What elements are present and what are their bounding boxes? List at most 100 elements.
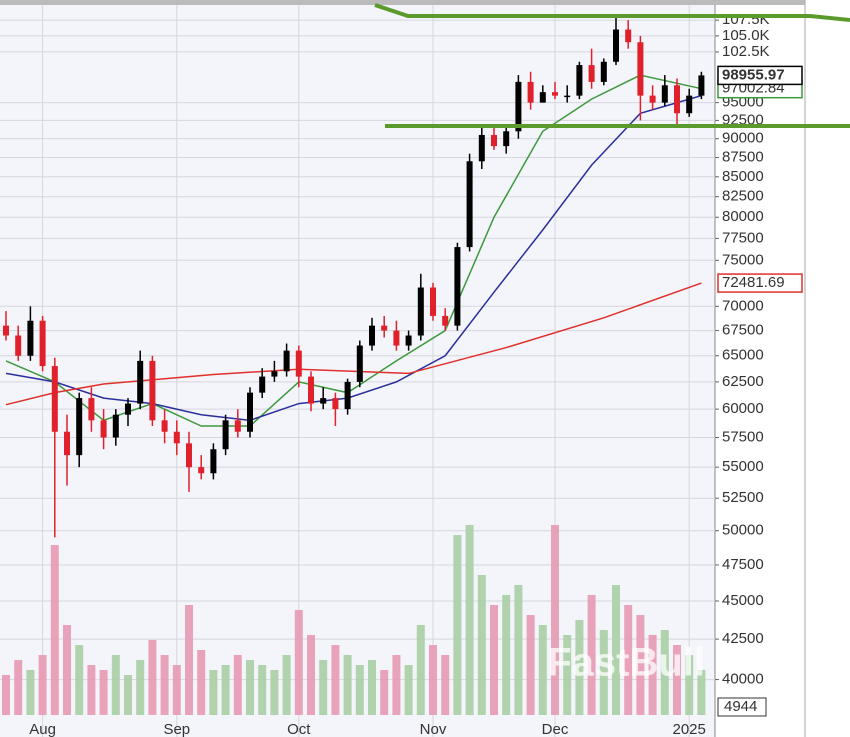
y-tick-label: 52500	[722, 489, 764, 506]
y-tick-label: 80000	[722, 208, 764, 225]
y-tick-label: 82500	[722, 188, 764, 205]
y-tick-label: 75000	[722, 251, 764, 268]
y-tick-label: 107.5K	[722, 11, 770, 28]
price-label: 98955.97	[722, 66, 785, 83]
candle-body	[234, 420, 241, 432]
volume-bar	[416, 625, 425, 715]
volume-bar	[575, 620, 584, 715]
candle-body	[332, 398, 339, 410]
volume-bar	[185, 605, 193, 715]
candle-body	[76, 398, 83, 456]
volume-bar	[319, 660, 328, 715]
x-tick-label: 2025	[673, 721, 706, 737]
y-tick-label: 55000	[722, 458, 764, 475]
candle-body	[3, 325, 9, 336]
candle-body	[698, 75, 705, 96]
volume-bar	[392, 655, 401, 715]
volume-bar	[355, 665, 364, 715]
y-tick-label: 62500	[722, 373, 764, 390]
volume-bar	[465, 525, 474, 715]
volume-bar	[477, 575, 486, 715]
candle-body	[466, 161, 473, 248]
volume-bar	[612, 585, 620, 715]
volume-bar	[87, 665, 96, 715]
x-tick-label: Aug	[29, 721, 56, 737]
candle-body	[27, 320, 34, 356]
volume-bar	[148, 640, 157, 715]
volume-bar	[331, 645, 340, 715]
candle-body	[515, 81, 522, 132]
candle-body	[649, 95, 656, 103]
volume-bar	[514, 585, 523, 715]
candle-body	[625, 29, 632, 43]
y-tick-label: 67500	[722, 322, 764, 339]
volume-bar	[111, 655, 120, 715]
candle-body	[186, 443, 192, 468]
watermark: FastBull	[547, 641, 705, 685]
price-label-box	[717, 65, 803, 86]
volume-bar	[538, 625, 547, 715]
top-border	[0, 0, 805, 5]
volume-bar	[673, 645, 681, 715]
candle-body	[588, 65, 595, 82]
volume-bar	[294, 610, 303, 715]
volume-bar	[441, 655, 450, 715]
candle-body	[405, 335, 412, 346]
y-tick-label: 70000	[722, 297, 764, 314]
volume-bar	[282, 655, 291, 715]
y-tick-label: 102.5K	[722, 43, 770, 60]
volume-bar	[636, 615, 645, 715]
candle-body	[320, 398, 327, 404]
y-tick-label: 85000	[722, 168, 764, 185]
y-tick-label: 105.0K	[722, 27, 770, 44]
volume-bar	[99, 670, 108, 715]
candle-body	[247, 392, 253, 432]
candle-body	[600, 61, 607, 82]
candles	[3, 17, 705, 538]
candle-body	[222, 420, 229, 450]
candle-body	[491, 134, 497, 147]
volume-bar	[2, 675, 10, 715]
y-tick-label: 57500	[722, 428, 764, 445]
volume-bar	[209, 670, 218, 715]
volume-bar	[233, 655, 242, 715]
y-tick-label: 60000	[722, 400, 764, 417]
candle-body	[661, 85, 668, 103]
volume-bar	[648, 635, 657, 715]
y-tick-label: 40000	[722, 671, 764, 688]
volume-bar	[587, 595, 596, 715]
candle-body	[112, 414, 119, 438]
y-tick-label: 42500	[722, 630, 764, 647]
candle-body	[88, 398, 95, 421]
candle-body	[149, 360, 156, 421]
candle-body	[539, 92, 546, 103]
candle-body	[344, 381, 351, 410]
volume-bar	[172, 665, 181, 715]
volume-bar	[197, 650, 206, 715]
candle-body	[283, 350, 290, 372]
candle-body	[125, 403, 131, 415]
volume-bar	[63, 625, 71, 715]
volume-bar	[563, 635, 572, 715]
volume-bar	[124, 675, 132, 715]
volume-bar	[404, 665, 413, 715]
candle-body	[417, 287, 424, 336]
y-tick-label: 65000	[722, 347, 764, 364]
volume-bar	[38, 655, 47, 715]
volume-bar	[502, 595, 511, 715]
labels: 40000 42500 45000 47500 50000 52500 55000 57500…	[29, 11, 803, 737]
volume-bar	[50, 545, 59, 715]
volume-bar	[685, 655, 694, 715]
x-tick-label: Dec	[542, 721, 569, 737]
y-tick-label: 50000	[722, 522, 764, 539]
candle-body	[161, 420, 168, 432]
candle-body	[381, 325, 388, 331]
candle-body	[100, 420, 107, 438]
x-tick-label: Nov	[420, 721, 447, 737]
candle-body	[64, 431, 70, 456]
volume-bar	[26, 670, 35, 715]
volume-bar	[380, 670, 389, 715]
candle-body	[454, 247, 461, 326]
candle-body	[39, 320, 46, 367]
y-tick-label: 45000	[722, 592, 764, 609]
